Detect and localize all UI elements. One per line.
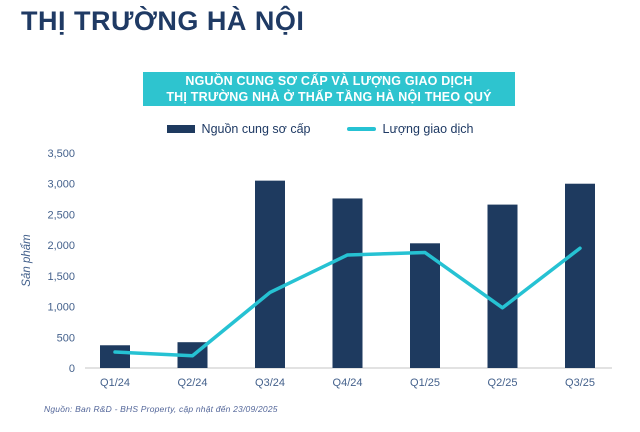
x-tick-label: Q3/25 (565, 377, 595, 389)
chart-title-line-2: THỊ TRƯỜNG NHÀ Ở THẤP TẦNG HÀ NỘI THEO Q… (166, 90, 492, 104)
x-tick-label: Q1/25 (410, 377, 440, 389)
x-tick-label: Q2/25 (488, 377, 518, 389)
x-tick-label: Q2/24 (178, 377, 208, 389)
x-axis-labels: Q1/24 Q2/24 Q3/24 Q4/24 Q1/25 Q2/25 Q3/25 (100, 377, 595, 389)
y-tick-label: 500 (57, 332, 75, 344)
legend-item-primary-supply: Nguồn cung sơ cấp (166, 122, 311, 136)
line-swatch-icon (346, 127, 376, 131)
x-tick-label: Q4/24 (333, 377, 363, 389)
bar-Q1/24 (100, 345, 130, 368)
legend-label-transactions: Lượng giao dịch (382, 122, 474, 136)
transactions-line (113, 246, 582, 358)
y-tick-label: 1,500 (47, 271, 75, 283)
bar-Q3/24 (255, 180, 285, 368)
chart-legend: Nguồn cung sơ cấp Lượng giao dịch (0, 119, 640, 139)
chart-title-line-1: NGUỒN CUNG SƠ CẤP VÀ LƯỢNG GIAO DỊCH (185, 74, 473, 88)
bars-group (100, 180, 595, 368)
x-tick-label: Q3/24 (255, 377, 285, 389)
source-note: Nguồn: Ban R&D - BHS Property, cập nhật … (44, 404, 278, 414)
bar-Q3/25 (565, 183, 595, 368)
bar-Q2/25 (487, 204, 518, 368)
chart-canvas: 0 500 1,000 1,500 2,000 2,500 3,000 3,500 Sản ph… (21, 148, 612, 389)
legend-item-transactions: Lượng giao dịch (346, 122, 474, 136)
bar-Q1/25 (410, 243, 440, 368)
x-tick-label: Q1/24 (100, 377, 130, 389)
y-tick-label: 1,000 (47, 302, 75, 314)
y-tick-label: 2,500 (47, 209, 75, 221)
bar-swatch-icon (166, 125, 195, 133)
y-tick-label: 2,000 (47, 240, 75, 252)
page-title: THỊ TRƯỜNG HÀ NỘI (21, 6, 305, 36)
y-tick-label: 0 (69, 363, 75, 375)
y-tick-label: 3,500 (47, 148, 75, 160)
y-axis-title: Sản phẩm (21, 234, 33, 287)
y-tick-label: 3,000 (47, 179, 75, 191)
y-axis-ticks: 0 500 1,000 1,500 2,000 2,500 3,000 3,500 (47, 148, 75, 375)
chart-title-banner: NGUỒN CUNG SƠ CẤP VÀ LƯỢNG GIAO DỊCH THỊ… (143, 72, 515, 106)
bar-Q4/24 (332, 198, 363, 368)
bar-line-chart: 0 500 1,000 1,500 2,000 2,500 3,000 3,500 Sản ph… (0, 145, 640, 395)
legend-label-primary-supply: Nguồn cung sơ cấp (201, 122, 311, 136)
